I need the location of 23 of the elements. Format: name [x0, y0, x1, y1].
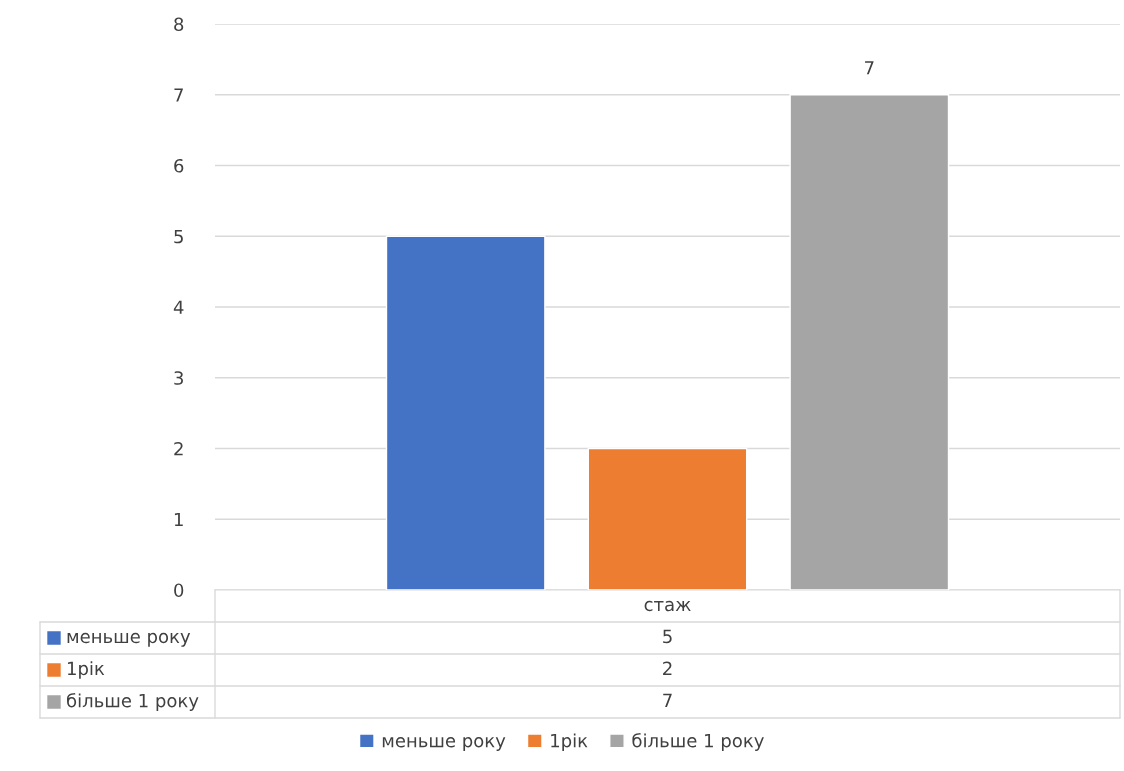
y-tick-label: 5	[174, 229, 183, 244]
text: 7	[663, 693, 672, 707]
legend-label: меньше року	[382, 737, 506, 751]
x-tick-label: стаж	[644, 600, 691, 612]
y-tick-label: 8	[174, 17, 184, 32]
text: більше 1 року	[66, 693, 199, 711]
y-tick-label: 4	[173, 300, 184, 314]
y-tick-label: 7	[174, 88, 183, 102]
y-tick-label: 6	[174, 158, 184, 173]
y-tick-label: 0	[174, 583, 184, 598]
text: меньше року	[67, 632, 191, 647]
legend-label: більше 1 року	[632, 733, 764, 751]
y-tick-label: 3	[174, 371, 183, 385]
bar	[587, 447, 748, 590]
y-tick-label: 1	[174, 512, 183, 527]
y-tick-label: 2	[174, 441, 183, 456]
text: 2	[663, 661, 672, 675]
legend-label: 1рік	[551, 733, 588, 751]
bar	[789, 94, 950, 590]
data-label: 7	[865, 61, 874, 75]
text: 5	[663, 629, 672, 644]
bar	[385, 235, 546, 590]
text: 1рік	[67, 661, 105, 679]
